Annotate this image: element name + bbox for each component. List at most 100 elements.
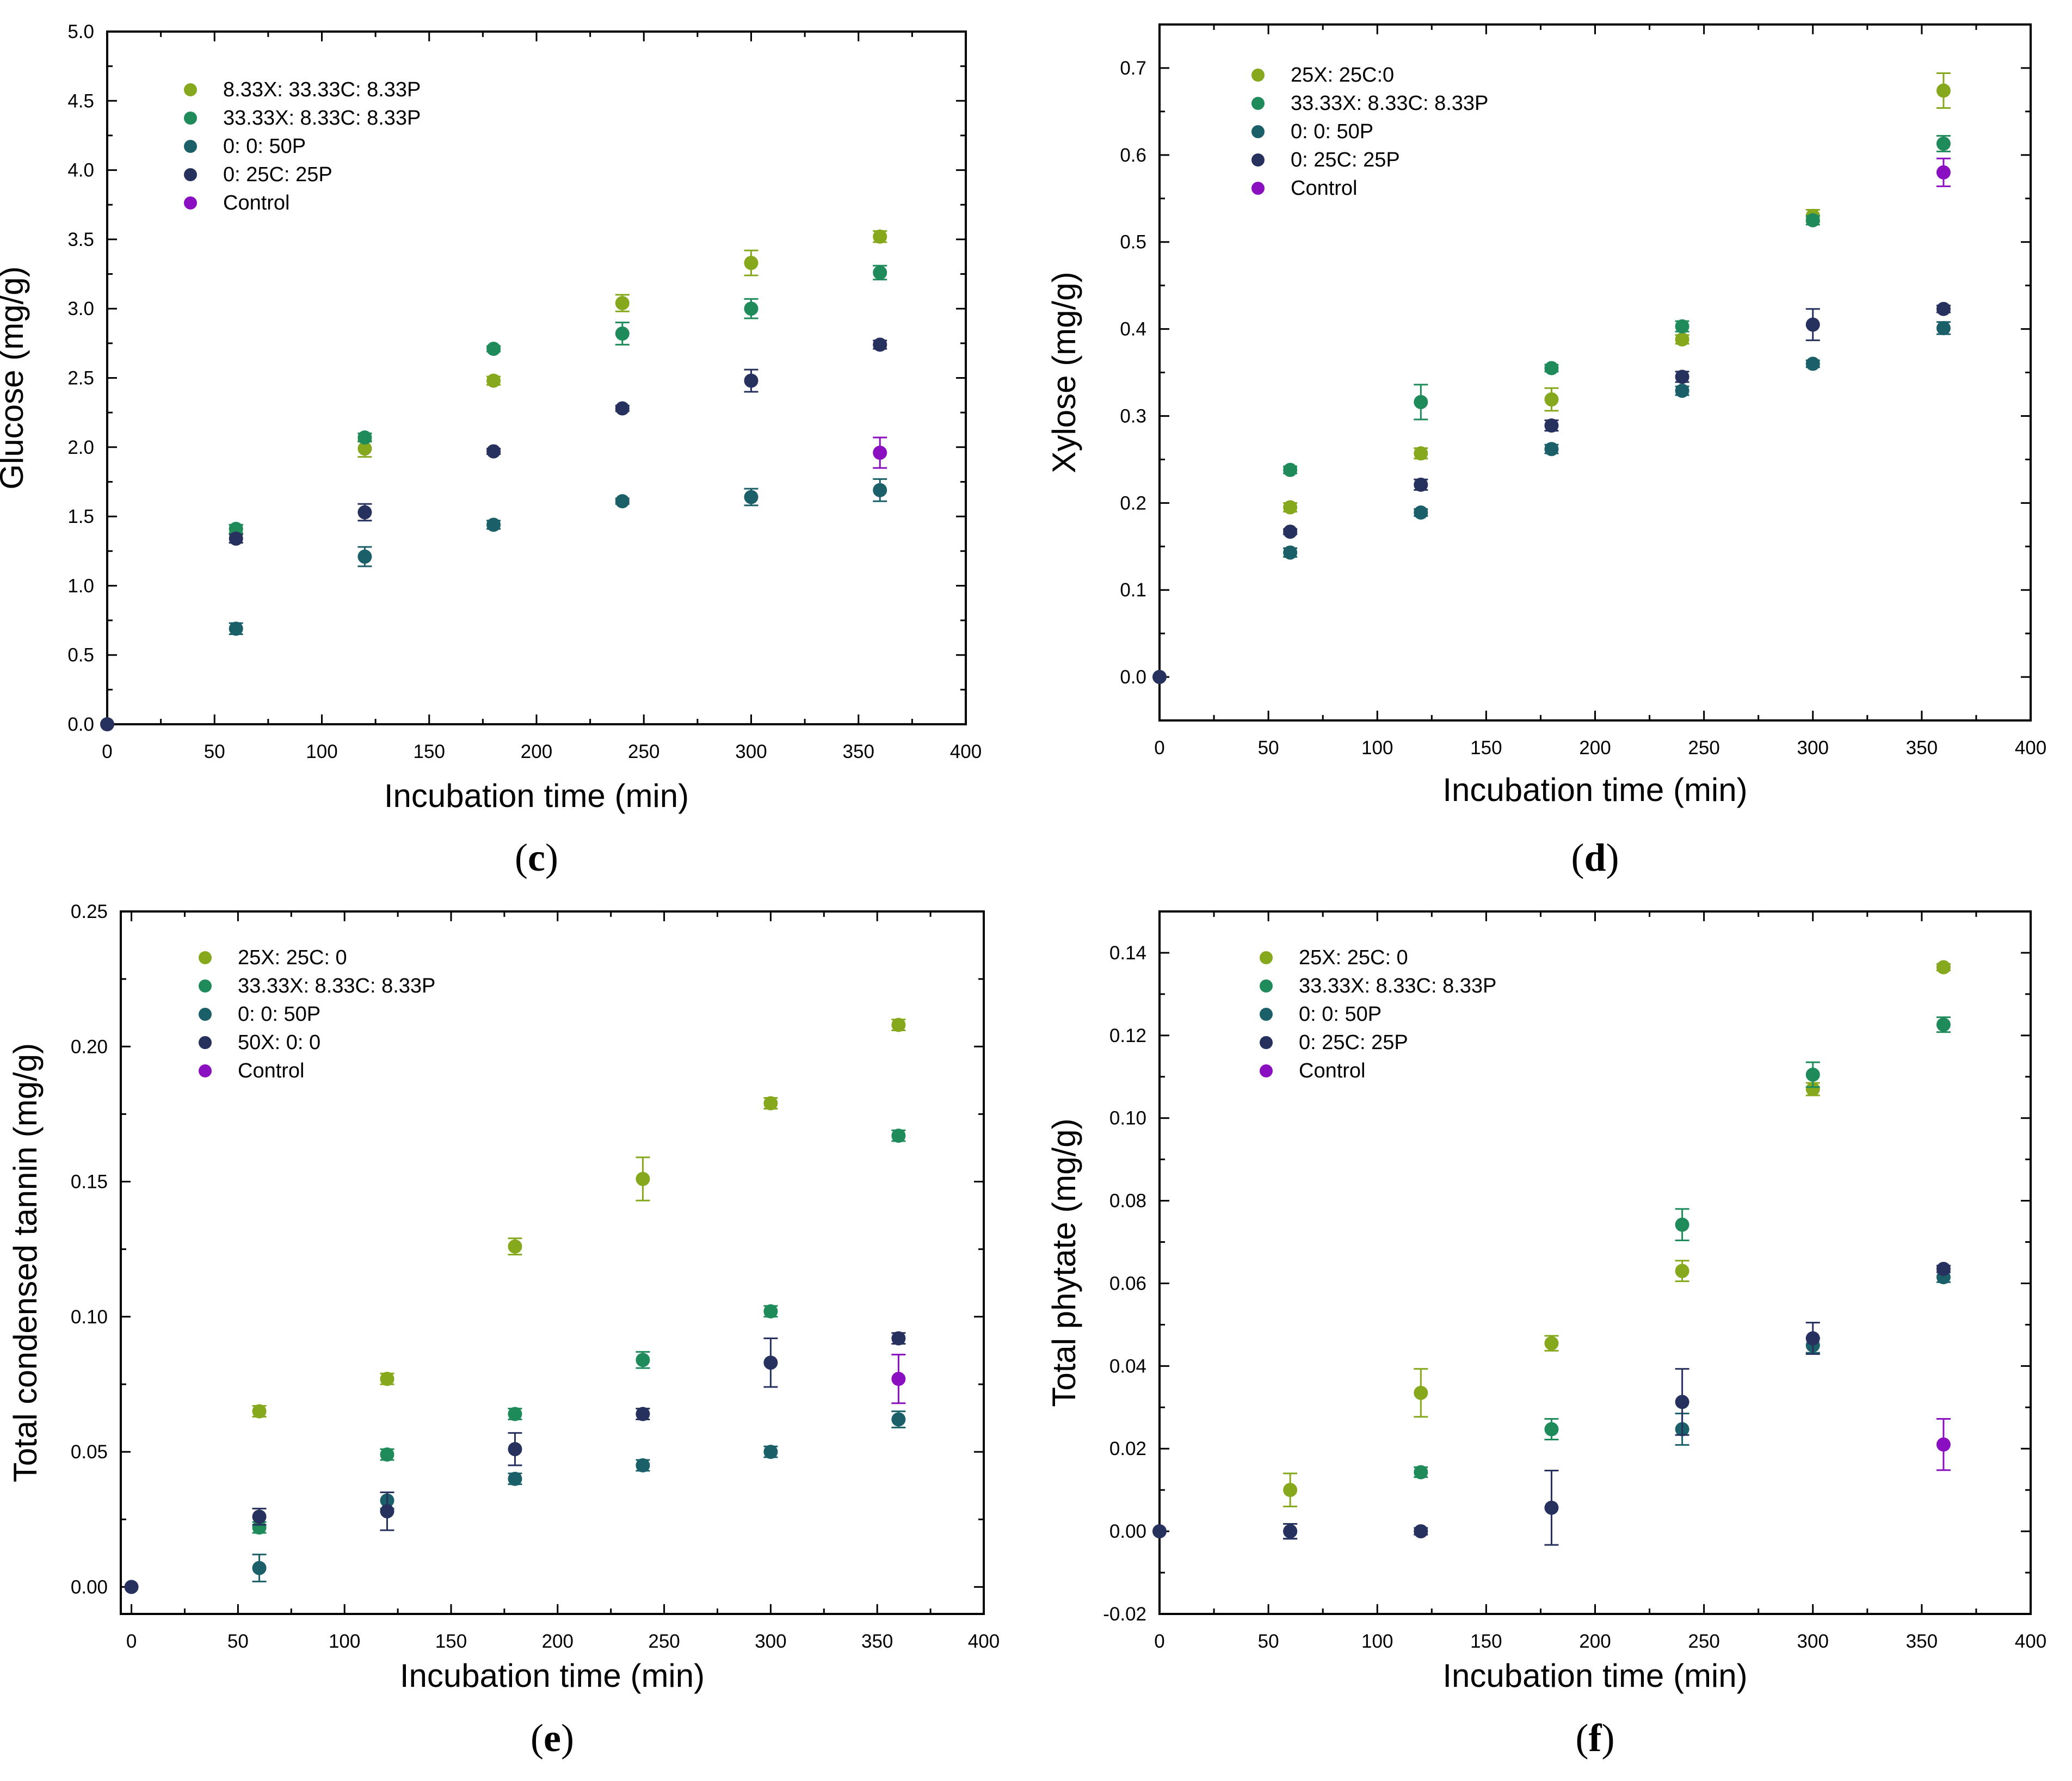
x-axis-title: Incubation time (min) bbox=[400, 1657, 705, 1694]
legend-entry: 8.33X: 33.33C: 8.33P bbox=[223, 78, 421, 101]
y-tick-label: 0.10 bbox=[71, 1307, 108, 1328]
legend-entry: 0: 0: 50P bbox=[223, 135, 306, 158]
y-axis-title: Glucose (mg/g) bbox=[0, 266, 30, 489]
series-4 bbox=[100, 337, 887, 731]
x-tick-label: 300 bbox=[1797, 737, 1829, 759]
x-tick-label: 50 bbox=[227, 1631, 249, 1652]
data-point bbox=[636, 1172, 650, 1186]
data-point bbox=[1936, 83, 1951, 98]
data-point bbox=[873, 337, 887, 352]
x-tick-label: 0 bbox=[1154, 1631, 1164, 1652]
series-2 bbox=[1283, 135, 1951, 477]
data-point bbox=[508, 1407, 522, 1421]
data-point bbox=[873, 266, 887, 280]
series-4 bbox=[124, 1331, 906, 1594]
legend-marker bbox=[184, 168, 197, 181]
legend-marker bbox=[1260, 1008, 1273, 1021]
data-point bbox=[229, 522, 243, 537]
y-tick-label: 2.5 bbox=[67, 368, 94, 389]
data-point bbox=[508, 1442, 522, 1457]
data-point bbox=[1283, 525, 1298, 539]
data-point bbox=[1675, 1217, 1689, 1232]
data-point bbox=[1936, 1261, 1951, 1276]
x-tick-label: 300 bbox=[1797, 1631, 1829, 1652]
data-point bbox=[380, 1504, 394, 1519]
data-point bbox=[252, 1520, 267, 1535]
legend: 25X: 25C: 0 33.33X: 8.33C: 8.33P 0: 0: 50P… bbox=[199, 946, 435, 1082]
data-point bbox=[508, 1471, 522, 1486]
series-2 bbox=[229, 264, 887, 537]
x-tick-label: 150 bbox=[414, 741, 445, 762]
legend-entry: 33.33X: 8.33C: 8.33P bbox=[1291, 92, 1488, 115]
series-5 bbox=[891, 1353, 906, 1404]
x-tick-label: 150 bbox=[1470, 737, 1502, 759]
data-point bbox=[357, 505, 372, 520]
data-point bbox=[1936, 301, 1951, 316]
legend-entry: 0: 0: 50P bbox=[1299, 1003, 1382, 1026]
panel-label: (d) bbox=[1571, 836, 1619, 879]
y-axis-title: Total condensed tannin (mg/g) bbox=[7, 1043, 44, 1482]
y-tick-label: 0.1 bbox=[1120, 580, 1146, 601]
data-point bbox=[1283, 500, 1298, 515]
y-tick-label: 0.14 bbox=[1109, 942, 1146, 964]
y-axis-title: Xylose (mg/g) bbox=[1046, 272, 1082, 473]
data-point bbox=[763, 1304, 778, 1318]
x-tick-label: 0 bbox=[1154, 737, 1164, 759]
x-axis-title: Incubation time (min) bbox=[1442, 1657, 1747, 1694]
data-point bbox=[508, 1239, 522, 1254]
data-point bbox=[252, 1561, 267, 1575]
legend: 25X: 25C:0 33.33X: 8.33C: 8.33P 0: 0: 50P 0… bbox=[1251, 64, 1488, 200]
x-tick-label: 200 bbox=[1579, 1631, 1611, 1652]
data-point bbox=[1675, 319, 1689, 334]
data-point bbox=[1805, 1082, 1820, 1096]
y-tick-label: 2.0 bbox=[67, 437, 94, 458]
legend-entry: 50X: 0: 0 bbox=[238, 1031, 320, 1054]
y-tick-label: 4.5 bbox=[67, 90, 94, 112]
x-tick-label: 150 bbox=[1470, 1631, 1502, 1652]
y-tick-label: 0.6 bbox=[1120, 145, 1146, 166]
x-tick-label: 250 bbox=[1688, 1631, 1719, 1652]
legend-entry: Control bbox=[1291, 177, 1358, 200]
legend-marker bbox=[184, 112, 197, 125]
data-point bbox=[636, 1458, 650, 1472]
data-point bbox=[229, 531, 243, 546]
plot-frame bbox=[120, 910, 985, 1615]
panel-label: (c) bbox=[515, 836, 558, 879]
series-3 bbox=[1283, 1270, 1951, 1540]
data-point bbox=[357, 549, 372, 564]
y-tick-label: 5.0 bbox=[67, 21, 94, 42]
legend-marker bbox=[1251, 69, 1265, 82]
data-point bbox=[615, 401, 630, 416]
data-point bbox=[1544, 418, 1559, 433]
data-point bbox=[1805, 1331, 1820, 1346]
data-point bbox=[744, 301, 758, 316]
legend-entry: 25X: 25C: 0 bbox=[238, 946, 347, 969]
y-tick-label: 1.0 bbox=[67, 575, 94, 596]
data-point bbox=[252, 1509, 267, 1524]
series-1 bbox=[1283, 72, 1951, 515]
data-point bbox=[1283, 463, 1298, 477]
data-point bbox=[763, 1445, 778, 1459]
panel-f: 0 50 100 150 200 250 300 350 400 -0.02 0.00 0.02 0.0… bbox=[1046, 910, 2046, 1760]
data-point bbox=[636, 1407, 650, 1421]
data-point bbox=[380, 1447, 394, 1462]
data-point bbox=[615, 326, 630, 341]
legend-entry: 0: 25C: 25P bbox=[223, 163, 332, 186]
data-point bbox=[1414, 446, 1428, 461]
data-point bbox=[1805, 356, 1820, 371]
data-point bbox=[1675, 1395, 1689, 1409]
data-point bbox=[1936, 137, 1951, 151]
y-tick-label: -0.02 bbox=[1103, 1604, 1146, 1625]
legend-entry: Control bbox=[1299, 1059, 1366, 1082]
x-tick-label: 100 bbox=[306, 741, 337, 762]
data-point bbox=[1544, 361, 1559, 375]
legend-marker bbox=[199, 979, 212, 993]
y-tick-label: 0.15 bbox=[71, 1172, 108, 1193]
legend-marker bbox=[184, 196, 197, 209]
data-point bbox=[744, 256, 758, 270]
x-tick-label: 50 bbox=[1258, 1631, 1279, 1652]
y-tick-label: 0.3 bbox=[1120, 405, 1146, 427]
x-tick-label: 350 bbox=[1906, 1631, 1938, 1652]
legend-marker bbox=[199, 1064, 212, 1077]
y-tick-label: 0.06 bbox=[1109, 1273, 1146, 1294]
